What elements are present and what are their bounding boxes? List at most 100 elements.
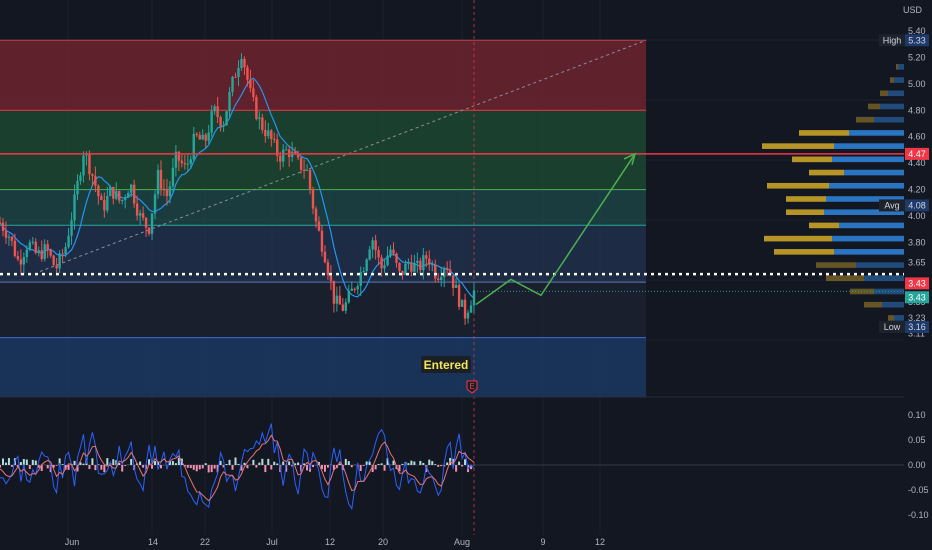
candle-body-32: [94, 175, 97, 186]
candle-body-142: [422, 255, 425, 271]
candle-body-1: [1, 222, 5, 231]
price-tag-value-4: 3.43: [908, 292, 926, 302]
osc-hist-123: [365, 461, 368, 465]
osc-hist-18: [52, 465, 55, 468]
vp-bar-up-3: [868, 103, 880, 110]
candle-body-75: [222, 125, 225, 127]
candle-body-31: [91, 174, 94, 176]
price-tag-bg-5: [905, 321, 929, 333]
candle-body-19: [55, 265, 58, 269]
candle-body-122: [362, 271, 365, 273]
osc-hist-32: [94, 465, 97, 471]
candle-body-85: [252, 88, 255, 97]
candle-body-116: [344, 302, 348, 311]
vp-bar-up-11: [786, 209, 824, 215]
osc-hist-134: [398, 465, 401, 472]
candle-body-67: [198, 135, 201, 140]
candle-body-72: [213, 106, 216, 112]
osc-hist-63: [186, 465, 189, 468]
price-tick-7: 4.00: [908, 211, 926, 221]
osc-hist-97: [288, 461, 291, 465]
candle-body-119: [353, 288, 356, 290]
candle-body-159: [472, 290, 476, 306]
osc-hist-64: [189, 465, 192, 469]
ma-line: [0, 77, 475, 299]
candle-body-121: [359, 272, 362, 286]
candle-body-128: [380, 257, 383, 269]
candle-body-107: [317, 221, 321, 231]
entered-label-box: [421, 356, 471, 373]
oscillator-axis: 0.10 0.05 0.00 -0.05 -0.10: [908, 410, 929, 520]
osc-hist-87: [258, 462, 261, 465]
osc-hist-69: [204, 463, 207, 465]
entry-marker-label: E: [469, 382, 474, 391]
osc-hist-72: [213, 465, 216, 469]
candle-body-53: [156, 169, 160, 195]
candle-body-55: [162, 188, 166, 190]
fib-zone-bottom: [0, 337, 646, 397]
candle-body-28: [82, 155, 85, 176]
osc-hist-42: [124, 465, 127, 466]
osc-hist-16: [46, 465, 49, 469]
candle-body-124: [368, 249, 371, 260]
candle-body-22: [64, 247, 67, 255]
price-tick-2: 5.00: [908, 79, 926, 89]
candle-body-64: [189, 159, 192, 164]
price-axis[interactable]: 5.40 5.20 5.00 4.80 4.60 4.40 4.20 4.00 3.80 3.65…: [879, 26, 929, 339]
osc-tick-2: 0.00: [908, 460, 926, 470]
osc-hist-1: [1, 458, 4, 465]
osc-hist-117: [347, 461, 350, 465]
vp-bar-down-15: [856, 262, 904, 268]
osc-hist-132: [392, 460, 395, 465]
candle-body-129: [383, 265, 386, 269]
candle-body-41: [121, 199, 124, 201]
candle-body-21: [61, 253, 64, 255]
osc-hist-121: [359, 465, 362, 471]
vp-bar-up-1: [890, 77, 894, 83]
candle-body-37: [109, 186, 112, 197]
entry-marker[interactable]: [466, 380, 478, 394]
fib-zone-2: [0, 153, 646, 190]
candle-body-137: [407, 263, 410, 265]
candle-body-144: [428, 258, 431, 265]
osc-hist-139: [413, 461, 416, 465]
osc-hist-8: [22, 459, 25, 465]
osc-hist-112: [332, 465, 335, 471]
osc-hist-150: [446, 462, 449, 465]
osc-hist-155: [461, 465, 464, 467]
candle-body-138: [410, 263, 413, 272]
osc-hist-128: [380, 463, 383, 465]
osc-hist-58: [171, 460, 174, 465]
price-tag-label-5: Low: [884, 322, 901, 332]
candle-body-104: [308, 169, 312, 190]
candle-body-66: [195, 133, 198, 136]
vp-bar-down-1: [894, 77, 904, 83]
vp-bar-up-4: [856, 116, 874, 123]
osc-hist-31: [91, 458, 94, 465]
osc-hist-10: [28, 465, 31, 469]
osc-hist-114: [338, 463, 341, 465]
osc-hist-152: [452, 458, 455, 465]
time-axis[interactable]: Jun 14 22 Jul 12 20 Aug 9 12: [65, 537, 605, 547]
candle-body-57: [168, 186, 172, 197]
candle-body-84: [249, 79, 252, 89]
osc-tick-1: 0.05: [908, 435, 926, 445]
candle-body-36: [106, 196, 109, 211]
candle-body-71: [210, 111, 213, 133]
osc-hist-50: [148, 459, 151, 465]
projection-arrowhead: [623, 152, 637, 166]
candle-body-35: [103, 199, 106, 211]
candle-body-156: [463, 299, 467, 319]
candle-body-99: [293, 151, 297, 155]
candle-body-78: [231, 76, 234, 92]
price-tick-12: 3.11: [908, 329, 925, 339]
fib-zones: [0, 0, 647, 535]
candle-body-154: [457, 284, 461, 307]
osc-hist-110: [326, 465, 329, 468]
candle-body-123: [365, 259, 368, 272]
candle-body-146: [434, 264, 437, 279]
candle-body-15: [43, 244, 46, 260]
candle-body-136: [404, 263, 407, 275]
candle-body-76: [225, 111, 228, 126]
